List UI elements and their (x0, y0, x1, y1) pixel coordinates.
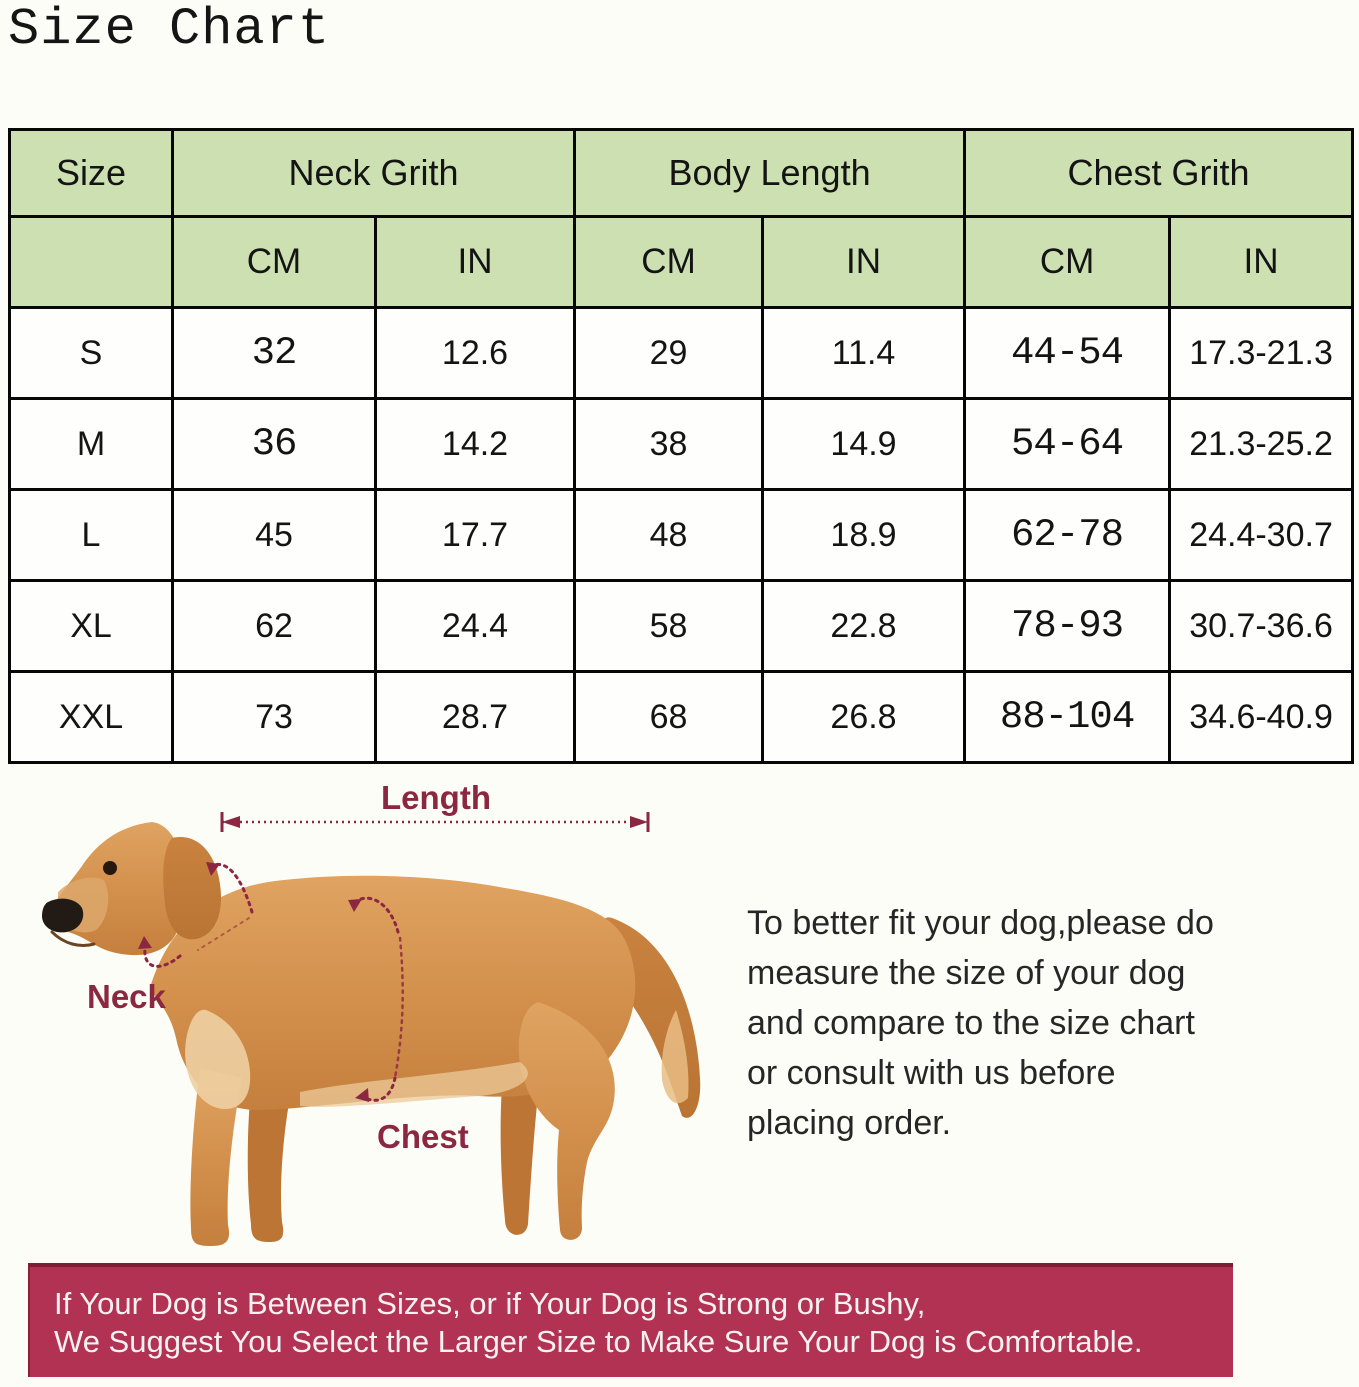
cell-neck-cm: 45 (171, 488, 377, 582)
table-unit-row: CM IN CM IN CM IN (8, 215, 1355, 309)
cell-chest-in: 21.3-25.2 (1168, 397, 1355, 491)
dog-nose (42, 898, 84, 933)
cell-chest-in: 30.7-36.6 (1168, 579, 1355, 673)
cell-body-in: 14.9 (761, 397, 967, 491)
table-header-row: Size Neck Grith Body Length Chest Grith (8, 128, 1355, 218)
cell-neck-in: 28.7 (373, 670, 577, 764)
cell-chest-cm: 44-54 (963, 306, 1172, 400)
cell-neck-cm: 73 (171, 670, 377, 764)
fit-note: To better fit your dog,please do measure… (747, 904, 1214, 1142)
dog-illustration (42, 812, 701, 1246)
cell-chest-cm: 88-104 (963, 670, 1172, 764)
dog-tail-feather (661, 1010, 689, 1104)
chest-label: Chest (377, 1118, 469, 1155)
cell-neck-in: 24.4 (373, 579, 577, 673)
size-advice-banner: If Your Dog is Between Sizes, or if Your… (28, 1263, 1233, 1377)
col-header-size: Size (8, 128, 174, 218)
unit-header: CM (963, 215, 1172, 309)
table-row: M 36 14.2 38 14.9 54-64 21.3-25.2 (8, 397, 1355, 491)
cell-chest-in: 17.3-21.3 (1168, 306, 1355, 400)
dog-mouth (50, 930, 96, 947)
cell-chest-in: 24.4-30.7 (1168, 488, 1355, 582)
dog-front-leg-far (247, 1078, 292, 1242)
col-header-chest-girth: Chest Grith (963, 128, 1355, 218)
length-arrow (220, 812, 650, 832)
cell-body-in: 18.9 (761, 488, 967, 582)
dog-eye (103, 861, 117, 875)
table-row: XL 62 24.4 58 22.8 78-93 30.7-36.6 (8, 579, 1355, 673)
table-row: S 32 12.6 29 11.4 44-54 17.3-21.3 (8, 306, 1355, 400)
table-row: XXL 73 28.7 68 26.8 88-104 34.6-40.9 (8, 670, 1355, 764)
cell-neck-in: 12.6 (373, 306, 577, 400)
dog-front-leg (190, 1068, 242, 1246)
cell-size: XL (8, 579, 174, 673)
unit-header: IN (1168, 215, 1355, 309)
cell-neck-cm: 62 (171, 579, 377, 673)
cell-body-cm: 48 (573, 488, 765, 582)
unit-header: CM (171, 215, 377, 309)
cell-body-cm: 68 (573, 670, 765, 764)
table-row: L 45 17.7 48 18.9 62-78 24.4-30.7 (8, 488, 1355, 582)
cell-body-in: 22.8 (761, 579, 967, 673)
cell-size: XXL (8, 670, 174, 764)
dog-rear-leg (518, 1002, 615, 1240)
cell-body-in: 26.8 (761, 670, 967, 764)
neck-label: Neck (87, 978, 166, 1015)
cell-neck-cm: 32 (171, 306, 377, 400)
chest-arrow (348, 896, 404, 1102)
col-header-neck-girth: Neck Grith (170, 128, 577, 218)
dog-belly-fur (300, 1062, 528, 1107)
cell-body-cm: 38 (573, 397, 765, 491)
cell-chest-cm: 62-78 (963, 488, 1172, 582)
banner-line-2: We Suggest You Select the Larger Size to… (54, 1324, 1143, 1359)
unit-header: CM (573, 215, 765, 309)
unit-header: IN (373, 215, 577, 309)
size-table: Size Neck Grith Body Length Chest Grith … (8, 128, 1355, 764)
banner-line-1: If Your Dog is Between Sizes, or if Your… (54, 1286, 926, 1321)
cell-size: L (8, 488, 174, 582)
unit-header-empty (8, 215, 174, 309)
dog-body (150, 875, 636, 1110)
neck-arrow (138, 862, 254, 968)
cell-size: M (8, 397, 174, 491)
unit-header: IN (761, 215, 967, 309)
col-header-body-length: Body Length (573, 128, 967, 218)
cell-neck-in: 14.2 (373, 397, 577, 491)
cell-body-cm: 29 (573, 306, 765, 400)
cell-neck-cm: 36 (171, 397, 377, 491)
dog-chest-fur (185, 1009, 251, 1109)
cell-size: S (8, 306, 174, 400)
length-label: Length (381, 779, 491, 816)
cell-body-in: 11.4 (761, 306, 967, 400)
page-title: Size Chart (8, 0, 331, 59)
cell-chest-cm: 54-64 (963, 397, 1172, 491)
cell-neck-in: 17.7 (373, 488, 577, 582)
cell-chest-cm: 78-93 (963, 579, 1172, 673)
cell-body-cm: 58 (573, 579, 765, 673)
cell-chest-in: 34.6-40.9 (1168, 670, 1355, 764)
dog-ear (163, 837, 222, 940)
